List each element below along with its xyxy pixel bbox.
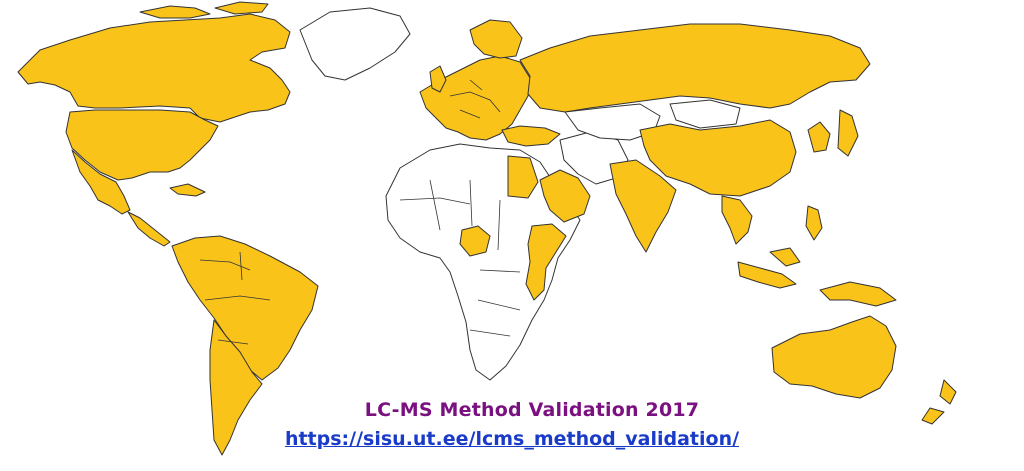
region-cuba — [169, 183, 206, 197]
region-canada-islands — [139, 1, 269, 19]
region-greenland — [299, 7, 411, 81]
region-east-africa — [525, 223, 567, 301]
region-mongolia — [669, 99, 741, 129]
source-link[interactable]: https://sisu.ut.ee/lcms_method_validatio… — [0, 428, 1024, 450]
region-central-america — [127, 211, 171, 247]
region-mexico — [71, 149, 131, 215]
region-china — [639, 119, 797, 197]
region-saudi-arabia — [539, 169, 591, 223]
region-south-america-north — [171, 235, 319, 381]
region-argentina-chile — [209, 319, 263, 456]
region-egypt — [507, 155, 539, 199]
region-indonesia — [737, 247, 897, 307]
region-usa — [65, 109, 219, 181]
region-russia — [519, 23, 871, 113]
map-title: LC-MS Method Validation 2017 — [364, 399, 700, 421]
region-southeast-asia — [721, 195, 753, 245]
region-canada — [17, 13, 291, 123]
region-europe — [419, 55, 531, 141]
region-uk — [429, 65, 447, 93]
region-australia — [771, 315, 897, 399]
region-philippines — [805, 205, 823, 241]
region-scandinavia — [469, 19, 523, 59]
region-turkey — [501, 125, 561, 147]
region-india — [609, 159, 677, 253]
source-url[interactable]: https://sisu.ut.ee/lcms_method_validatio… — [284, 428, 740, 450]
region-nigeria — [459, 225, 491, 257]
region-korea-japan — [807, 109, 859, 157]
region-new-zealand — [921, 379, 957, 425]
